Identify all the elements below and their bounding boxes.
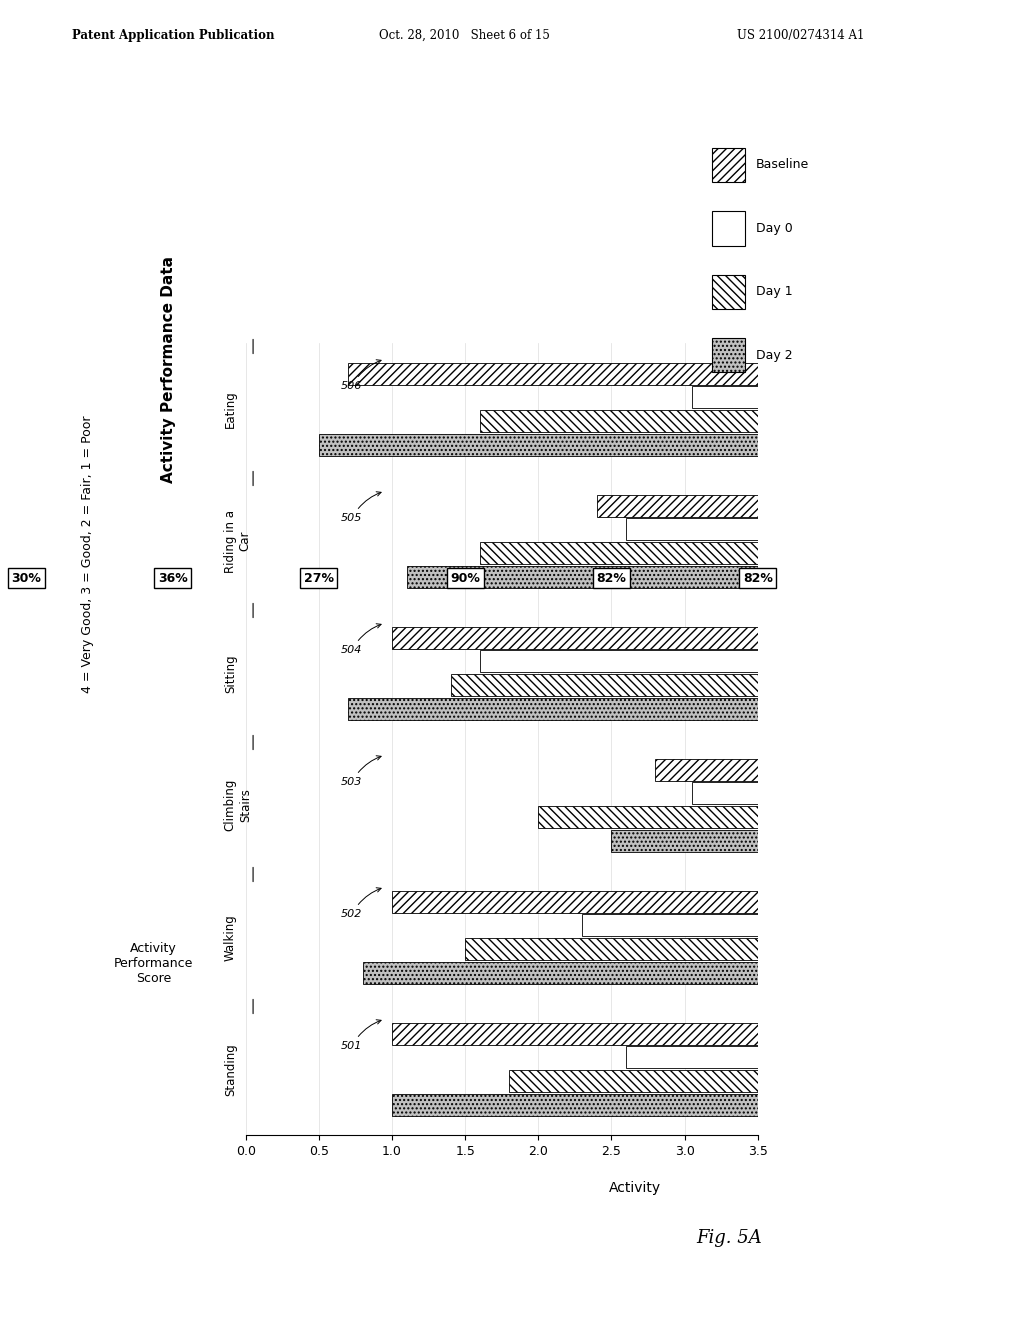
Bar bbox=[392, 891, 758, 912]
Bar bbox=[692, 783, 758, 804]
Text: 504: 504 bbox=[341, 624, 381, 656]
Text: 30%: 30% bbox=[11, 572, 41, 585]
Text: 90%: 90% bbox=[451, 572, 480, 585]
Text: Sitting: Sitting bbox=[224, 653, 237, 693]
Bar bbox=[597, 495, 758, 516]
Text: Standing: Standing bbox=[224, 1043, 237, 1096]
Text: US 2100/0274314 A1: US 2100/0274314 A1 bbox=[737, 29, 864, 42]
Bar bbox=[509, 1071, 758, 1092]
Bar bbox=[480, 411, 758, 432]
Bar bbox=[655, 759, 758, 780]
Text: Baseline: Baseline bbox=[756, 158, 809, 172]
Bar bbox=[480, 543, 758, 564]
Text: 82%: 82% bbox=[742, 572, 773, 585]
Text: Day 2: Day 2 bbox=[756, 348, 793, 362]
Bar bbox=[480, 651, 758, 672]
Bar bbox=[362, 962, 758, 983]
Text: Activity Performance Data: Activity Performance Data bbox=[162, 256, 176, 483]
Bar bbox=[465, 939, 758, 960]
Bar bbox=[392, 1023, 758, 1044]
Bar bbox=[539, 807, 758, 828]
Text: 4 = Very Good, 3 = Good, 2 = Fair, 1 = Poor: 4 = Very Good, 3 = Good, 2 = Fair, 1 = P… bbox=[81, 416, 93, 693]
Text: 501: 501 bbox=[341, 1020, 381, 1052]
Text: Patent Application Publication: Patent Application Publication bbox=[72, 29, 274, 42]
Text: 36%: 36% bbox=[158, 572, 187, 585]
Text: Day 1: Day 1 bbox=[756, 285, 793, 298]
Bar bbox=[407, 566, 758, 587]
Text: Fig. 5A: Fig. 5A bbox=[696, 1229, 762, 1247]
Text: Eating: Eating bbox=[224, 391, 237, 428]
Text: 506: 506 bbox=[341, 360, 381, 392]
Text: Climbing
Stairs: Climbing Stairs bbox=[224, 779, 252, 832]
Bar bbox=[392, 1094, 758, 1115]
Text: Day 0: Day 0 bbox=[756, 222, 793, 235]
Bar bbox=[611, 830, 758, 851]
Text: Activity: Activity bbox=[609, 1181, 660, 1195]
Bar bbox=[451, 675, 758, 696]
Bar bbox=[583, 915, 758, 936]
Bar bbox=[348, 363, 758, 384]
Bar bbox=[692, 387, 758, 408]
Text: 505: 505 bbox=[341, 492, 381, 524]
Bar bbox=[626, 1047, 758, 1068]
Bar bbox=[626, 519, 758, 540]
Text: Oct. 28, 2010   Sheet 6 of 15: Oct. 28, 2010 Sheet 6 of 15 bbox=[379, 29, 550, 42]
Text: Riding in a
Car: Riding in a Car bbox=[224, 510, 252, 573]
Text: 502: 502 bbox=[341, 888, 381, 920]
Text: 503: 503 bbox=[341, 756, 381, 788]
Bar bbox=[348, 698, 758, 719]
Bar bbox=[392, 627, 758, 648]
Text: 82%: 82% bbox=[597, 572, 627, 585]
Text: Activity
Performance
Score: Activity Performance Score bbox=[114, 942, 194, 985]
Bar bbox=[318, 434, 758, 455]
Text: 27%: 27% bbox=[304, 572, 334, 585]
Text: Walking: Walking bbox=[224, 913, 237, 961]
